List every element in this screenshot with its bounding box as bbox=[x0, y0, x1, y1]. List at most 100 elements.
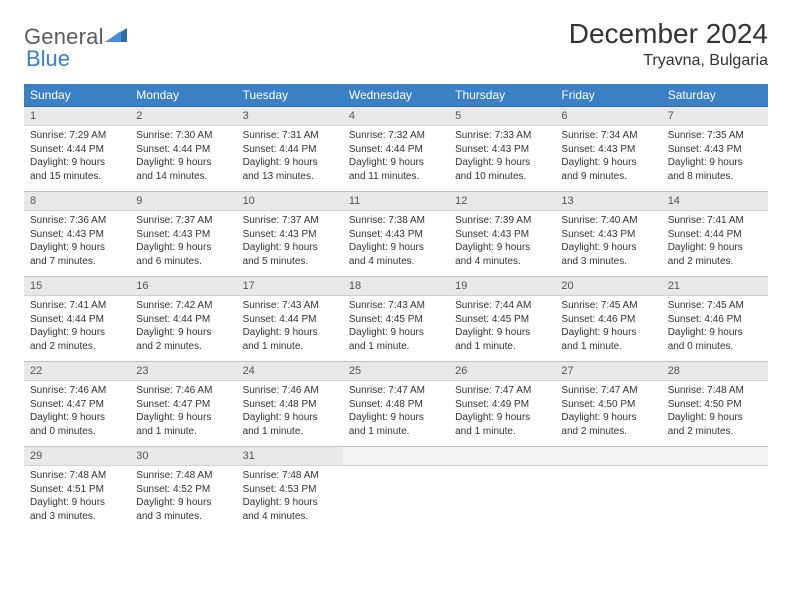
sunrise-text: Sunrise: 7:32 AM bbox=[349, 129, 443, 143]
day-number-cell bbox=[555, 447, 661, 466]
sunrise-text: Sunrise: 7:47 AM bbox=[349, 384, 443, 398]
daylight-line1: Daylight: 9 hours bbox=[243, 411, 337, 425]
sunset-text: Sunset: 4:43 PM bbox=[243, 228, 337, 242]
day-info-cell: Sunrise: 7:36 AMSunset: 4:43 PMDaylight:… bbox=[24, 211, 130, 277]
sunset-text: Sunset: 4:44 PM bbox=[30, 143, 124, 157]
daylight-line1: Daylight: 9 hours bbox=[455, 241, 549, 255]
sunrise-text: Sunrise: 7:29 AM bbox=[30, 129, 124, 143]
sunrise-text: Sunrise: 7:31 AM bbox=[243, 129, 337, 143]
daylight-line1: Daylight: 9 hours bbox=[455, 156, 549, 170]
sunset-text: Sunset: 4:44 PM bbox=[349, 143, 443, 157]
dayhead-sat: Saturday bbox=[662, 84, 768, 107]
info-row: Sunrise: 7:46 AM Sunset: 4:47 PM Daylight:… bbox=[24, 381, 768, 447]
day-number-cell bbox=[662, 447, 768, 466]
sunrise-text: Sunrise: 7:30 AM bbox=[136, 129, 230, 143]
day-number-cell: 4 bbox=[343, 107, 449, 126]
daynum-row: 891011121314 bbox=[24, 192, 768, 211]
sunrise-text: Sunrise: 7:48 AM bbox=[30, 469, 124, 483]
sunset-text: Sunset: 4:51 PM bbox=[30, 483, 124, 497]
day-info-cell: Sunrise: 7:45 AMSunset: 4:46 PMDaylight:… bbox=[555, 296, 661, 362]
day-info-cell bbox=[343, 466, 449, 532]
day-number-cell: 27 bbox=[555, 362, 661, 381]
sunrise-text: Sunrise: 7:47 AM bbox=[561, 384, 655, 398]
daylight-line2: and 7 minutes. bbox=[30, 255, 124, 269]
dayhead-wed: Wednesday bbox=[343, 84, 449, 107]
daylight-line1: Daylight: 9 hours bbox=[668, 156, 762, 170]
day-info-cell: Sunrise: 7:47 AMSunset: 4:50 PMDaylight:… bbox=[555, 381, 661, 447]
day-number-cell: 14 bbox=[662, 192, 768, 211]
day-number-cell: 16 bbox=[130, 277, 236, 296]
daylight-line2: and 1 minute. bbox=[243, 425, 337, 439]
daylight-line2: and 4 minutes. bbox=[243, 510, 337, 524]
daylight-line2: and 6 minutes. bbox=[136, 255, 230, 269]
day-number-cell: 31 bbox=[237, 447, 343, 466]
day-info-cell: Sunrise: 7:39 AMSunset: 4:43 PMDaylight:… bbox=[449, 211, 555, 277]
daylight-line2: and 1 minute. bbox=[349, 340, 443, 354]
day-info-cell: Sunrise: 7:43 AMSunset: 4:44 PMDaylight:… bbox=[237, 296, 343, 362]
sunrise-text: Sunrise: 7:36 AM bbox=[30, 214, 124, 228]
sunset-text: Sunset: 4:43 PM bbox=[561, 228, 655, 242]
sunset-text: Sunset: 4:49 PM bbox=[455, 398, 549, 412]
day-info-cell: Sunrise: 7:43 AMSunset: 4:45 PMDaylight:… bbox=[343, 296, 449, 362]
sunrise-text: Sunrise: 7:44 AM bbox=[455, 299, 549, 313]
day-info-cell: Sunrise: 7:48 AMSunset: 4:53 PMDaylight:… bbox=[237, 466, 343, 532]
sunset-text: Sunset: 4:47 PM bbox=[30, 398, 124, 412]
day-number-cell: 6 bbox=[555, 107, 661, 126]
day-number-cell: 3 bbox=[237, 107, 343, 126]
daylight-line1: Daylight: 9 hours bbox=[561, 156, 655, 170]
daylight-line1: Daylight: 9 hours bbox=[349, 326, 443, 340]
day-info-cell: Sunrise: 7:34 AMSunset: 4:43 PMDaylight:… bbox=[555, 126, 661, 192]
day-number-cell: 13 bbox=[555, 192, 661, 211]
day-number-cell: 9 bbox=[130, 192, 236, 211]
sunset-text: Sunset: 4:43 PM bbox=[136, 228, 230, 242]
daylight-line2: and 2 minutes. bbox=[668, 255, 762, 269]
sunset-text: Sunset: 4:44 PM bbox=[136, 313, 230, 327]
sunset-text: Sunset: 4:44 PM bbox=[136, 143, 230, 157]
daylight-line1: Daylight: 9 hours bbox=[30, 241, 124, 255]
day-number-cell: 23 bbox=[130, 362, 236, 381]
dayhead-mon: Monday bbox=[130, 84, 236, 107]
sunrise-text: Sunrise: 7:42 AM bbox=[136, 299, 230, 313]
daynum-row: 293031 bbox=[24, 447, 768, 466]
dayhead-fri: Friday bbox=[555, 84, 661, 107]
daylight-line1: Daylight: 9 hours bbox=[455, 326, 549, 340]
sunrise-text: Sunrise: 7:48 AM bbox=[668, 384, 762, 398]
info-row: Sunrise: 7:29 AMSunset: 4:44 PMDaylight:… bbox=[24, 126, 768, 192]
sunrise-text: Sunrise: 7:48 AM bbox=[136, 469, 230, 483]
sunrise-text: Sunrise: 7:39 AM bbox=[455, 214, 549, 228]
daylight-line1: Daylight: 9 hours bbox=[561, 326, 655, 340]
day-number-cell: 25 bbox=[343, 362, 449, 381]
daylight-line1: Daylight: 9 hours bbox=[561, 411, 655, 425]
day-number-cell: 11 bbox=[343, 192, 449, 211]
title-block: December 2024 Tryavna, Bulgaria bbox=[569, 18, 768, 70]
day-number-cell: 15 bbox=[24, 277, 130, 296]
day-number-cell: 12 bbox=[449, 192, 555, 211]
daylight-line1: Daylight: 9 hours bbox=[668, 326, 762, 340]
daynum-row: 1234567 bbox=[24, 107, 768, 126]
logo-triangle-icon bbox=[105, 26, 127, 47]
daylight-line2: and 3 minutes. bbox=[30, 510, 124, 524]
day-header-row: Sunday Monday Tuesday Wednesday Thursday… bbox=[24, 84, 768, 107]
sunrise-text: Sunrise: 7:48 AM bbox=[243, 469, 337, 483]
daylight-line2: and 14 minutes. bbox=[136, 170, 230, 184]
daylight-line2: and 1 minute. bbox=[243, 340, 337, 354]
sunrise-text: Sunrise: 7:46 AM bbox=[136, 384, 230, 398]
day-number-cell: 7 bbox=[662, 107, 768, 126]
daylight-line1: Daylight: 9 hours bbox=[136, 326, 230, 340]
calendar-page: General December 2024 Tryavna, Bulgaria … bbox=[0, 0, 792, 531]
sunset-text: Sunset: 4:50 PM bbox=[561, 398, 655, 412]
daylight-line2: and 0 minutes. bbox=[668, 340, 762, 354]
sunset-text: Sunset: 4:48 PM bbox=[349, 398, 443, 412]
daylight-line1: Daylight: 9 hours bbox=[136, 241, 230, 255]
sunset-text: Sunset: 4:43 PM bbox=[668, 143, 762, 157]
day-info-cell: Sunrise: 7:37 AMSunset: 4:43 PMDaylight:… bbox=[237, 211, 343, 277]
dayhead-sun: Sunday bbox=[24, 84, 130, 107]
daylight-line1: Daylight: 9 hours bbox=[136, 156, 230, 170]
day-info-cell: Sunrise: 7:30 AMSunset: 4:44 PMDaylight:… bbox=[130, 126, 236, 192]
day-info-cell: Sunrise: 7:41 AMSunset: 4:44 PMDaylight:… bbox=[662, 211, 768, 277]
month-title: December 2024 bbox=[569, 18, 768, 50]
day-number-cell: 26 bbox=[449, 362, 555, 381]
daylight-line2: and 5 minutes. bbox=[243, 255, 337, 269]
daylight-line2: and 4 minutes. bbox=[455, 255, 549, 269]
sunrise-text: Sunrise: 7:45 AM bbox=[561, 299, 655, 313]
